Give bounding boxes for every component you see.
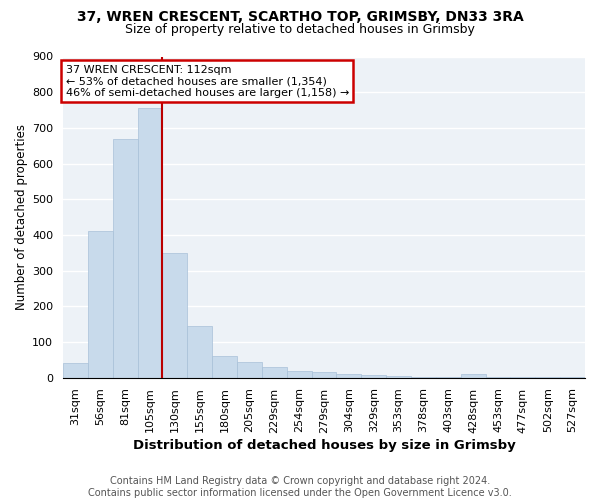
Bar: [311, 372, 337, 378]
Bar: [113, 138, 137, 378]
Bar: [237, 362, 262, 378]
Bar: [436, 377, 461, 378]
Bar: [163, 253, 187, 378]
Bar: [411, 376, 436, 378]
Bar: [386, 376, 411, 378]
Bar: [137, 108, 163, 378]
Bar: [187, 326, 212, 378]
X-axis label: Distribution of detached houses by size in Grimsby: Distribution of detached houses by size …: [133, 440, 515, 452]
Bar: [485, 377, 511, 378]
Text: Size of property relative to detached houses in Grimsby: Size of property relative to detached ho…: [125, 22, 475, 36]
Text: 37 WREN CRESCENT: 112sqm
← 53% of detached houses are smaller (1,354)
46% of sem: 37 WREN CRESCENT: 112sqm ← 53% of detach…: [65, 64, 349, 98]
Bar: [337, 374, 361, 378]
Bar: [88, 232, 113, 378]
Bar: [461, 374, 485, 378]
Bar: [361, 375, 386, 378]
Bar: [287, 370, 311, 378]
Y-axis label: Number of detached properties: Number of detached properties: [15, 124, 28, 310]
Text: Contains HM Land Registry data © Crown copyright and database right 2024.
Contai: Contains HM Land Registry data © Crown c…: [88, 476, 512, 498]
Bar: [262, 367, 287, 378]
Text: 37, WREN CRESCENT, SCARTHO TOP, GRIMSBY, DN33 3RA: 37, WREN CRESCENT, SCARTHO TOP, GRIMSBY,…: [77, 10, 523, 24]
Bar: [212, 356, 237, 378]
Bar: [63, 364, 88, 378]
